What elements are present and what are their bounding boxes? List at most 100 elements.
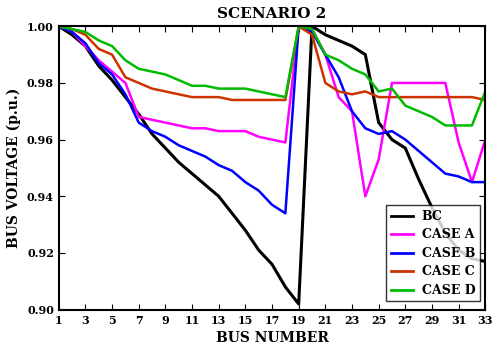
BC bbox=[136, 112, 141, 116]
CASE C bbox=[469, 95, 475, 99]
Line: BC: BC bbox=[59, 26, 486, 304]
Legend: BC, CASE A, CASE B, CASE C, CASE D: BC, CASE A, CASE B, CASE C, CASE D bbox=[386, 205, 480, 301]
CASE B bbox=[69, 30, 75, 34]
Title: SCENARIO 2: SCENARIO 2 bbox=[218, 7, 326, 21]
CASE C bbox=[176, 92, 182, 96]
CASE C bbox=[149, 87, 155, 91]
CASE D bbox=[376, 89, 382, 94]
CASE D bbox=[469, 123, 475, 127]
CASE B bbox=[136, 120, 141, 125]
CASE A bbox=[269, 138, 275, 142]
CASE B bbox=[362, 126, 368, 130]
CASE A bbox=[149, 118, 155, 122]
CASE D bbox=[336, 58, 342, 62]
CASE C bbox=[309, 33, 315, 37]
CASE D bbox=[322, 52, 328, 57]
CASE D bbox=[282, 95, 288, 99]
CASE B bbox=[256, 189, 262, 193]
CASE C bbox=[56, 24, 62, 29]
Y-axis label: BUS VOLTAGE (p.u.): BUS VOLTAGE (p.u.) bbox=[7, 88, 22, 248]
CASE A bbox=[482, 138, 488, 142]
BC bbox=[362, 52, 368, 57]
CASE B bbox=[176, 143, 182, 147]
CASE D bbox=[109, 44, 115, 48]
CASE D bbox=[256, 89, 262, 94]
BC bbox=[309, 24, 315, 29]
CASE D bbox=[309, 27, 315, 31]
CASE D bbox=[482, 89, 488, 94]
CASE C bbox=[256, 98, 262, 102]
BC bbox=[429, 206, 435, 210]
BC bbox=[69, 33, 75, 37]
BC bbox=[149, 132, 155, 136]
CASE A bbox=[362, 194, 368, 199]
CASE A bbox=[242, 129, 248, 133]
CASE A bbox=[336, 95, 342, 99]
Line: CASE D: CASE D bbox=[59, 26, 486, 125]
CASE C bbox=[389, 95, 395, 99]
CASE B bbox=[229, 169, 235, 173]
CASE B bbox=[389, 129, 395, 133]
CASE C bbox=[109, 52, 115, 57]
CASE A bbox=[322, 52, 328, 57]
BC bbox=[229, 211, 235, 215]
CASE B bbox=[282, 211, 288, 215]
CASE A bbox=[349, 109, 355, 113]
CASE A bbox=[122, 81, 128, 85]
CASE C bbox=[429, 95, 435, 99]
CASE B bbox=[109, 73, 115, 77]
CASE B bbox=[82, 41, 88, 45]
CASE C bbox=[456, 95, 462, 99]
CASE C bbox=[282, 98, 288, 102]
CASE C bbox=[376, 95, 382, 99]
CASE A bbox=[216, 129, 222, 133]
CASE D bbox=[136, 67, 141, 71]
BC bbox=[442, 231, 448, 235]
BC bbox=[96, 64, 102, 68]
CASE C bbox=[336, 89, 342, 94]
BC bbox=[109, 78, 115, 82]
CASE D bbox=[389, 87, 395, 91]
CASE A bbox=[416, 81, 422, 85]
CASE C bbox=[362, 89, 368, 94]
CASE B bbox=[269, 203, 275, 207]
CASE B bbox=[122, 92, 128, 96]
CASE A bbox=[96, 58, 102, 62]
BC bbox=[56, 24, 62, 29]
CASE A bbox=[309, 27, 315, 31]
CASE A bbox=[442, 81, 448, 85]
Line: CASE B: CASE B bbox=[59, 26, 486, 213]
CASE D bbox=[429, 115, 435, 119]
CASE A bbox=[189, 126, 195, 130]
BC bbox=[176, 160, 182, 164]
CASE D bbox=[296, 24, 302, 29]
CASE C bbox=[482, 98, 488, 102]
CASE D bbox=[176, 78, 182, 82]
CASE A bbox=[389, 81, 395, 85]
CASE C bbox=[229, 98, 235, 102]
CASE C bbox=[322, 81, 328, 85]
CASE B bbox=[162, 135, 168, 139]
BC bbox=[256, 248, 262, 252]
CASE D bbox=[216, 87, 222, 91]
CASE B bbox=[216, 163, 222, 167]
CASE D bbox=[82, 30, 88, 34]
Line: CASE A: CASE A bbox=[59, 26, 486, 196]
CASE A bbox=[109, 69, 115, 74]
CASE C bbox=[349, 92, 355, 96]
BC bbox=[216, 194, 222, 199]
CASE C bbox=[122, 75, 128, 80]
CASE B bbox=[149, 129, 155, 133]
CASE A bbox=[456, 140, 462, 145]
CASE B bbox=[376, 132, 382, 136]
BC bbox=[189, 171, 195, 176]
BC bbox=[202, 183, 208, 187]
CASE C bbox=[189, 95, 195, 99]
CASE B bbox=[96, 61, 102, 65]
X-axis label: BUS NUMBER: BUS NUMBER bbox=[216, 331, 328, 345]
CASE C bbox=[416, 95, 422, 99]
CASE D bbox=[402, 103, 408, 108]
CASE B bbox=[296, 24, 302, 29]
BC bbox=[269, 262, 275, 266]
CASE A bbox=[69, 30, 75, 34]
